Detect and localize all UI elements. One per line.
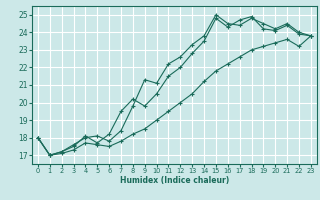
X-axis label: Humidex (Indice chaleur): Humidex (Indice chaleur) — [120, 176, 229, 185]
